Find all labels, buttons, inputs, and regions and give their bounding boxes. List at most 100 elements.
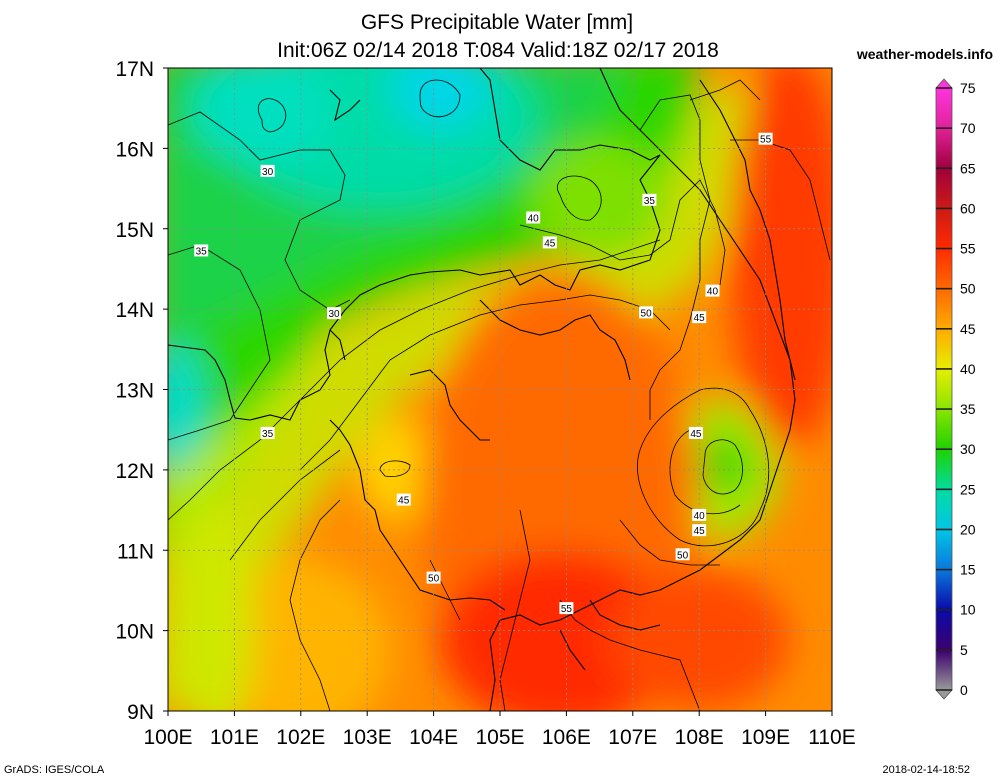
contour-label-box [526,211,541,224]
colorbar-label: 65 [960,160,976,176]
contour-label-box [327,307,341,320]
x-axis: 100E 101E 102E 103E 104E 105E 106E 107E 108E 109E… [143,711,856,749]
contour-label-box [542,236,557,249]
contour-label-box [260,426,275,439]
x-tick-label: 108E [675,726,724,749]
contour-label-box [642,193,657,206]
colorbar-label: 0 [960,682,968,698]
x-tick-label: 107E [608,726,657,749]
contour-label: 30 [327,307,341,320]
colorbar-segment [936,529,952,570]
colorbar-segment [936,449,952,490]
contour-label-text: 30 [262,167,274,178]
contour-label-text: 40 [694,511,706,522]
y-tick-label: 16N [115,138,154,161]
x-tick-label: 109E [741,726,790,749]
x-tick-label: 103E [343,726,392,749]
contour-label-box [639,306,654,319]
contour-label: 50 [675,548,690,561]
y-tick-label: 13N [115,380,154,403]
contour-label: 45 [688,426,703,440]
colorbar-label: 55 [960,241,976,257]
colorbar-label: 20 [960,521,976,537]
site-name: weather-models.info [856,46,993,62]
x-tick-label: 106E [542,726,591,749]
contour-labels: 30 30 35 35 35 40 40 40 45 45 45 45 45 50 50 50 55 55 [194,132,773,615]
footer-left: GrADS: IGES/COLA [4,764,105,776]
colorbar-label: 70 [960,120,976,136]
contour-label: 55 [559,602,574,615]
colorbar-label: 45 [960,321,976,337]
colorbar-label: 10 [960,602,976,618]
contour-label-text: 50 [641,308,653,319]
contour-label-box [692,311,707,324]
colorbar-segment [936,128,952,169]
colorbar-segment [936,328,952,369]
colorbar-bottom-arrow [935,689,953,700]
colorbar-label: 15 [960,562,976,578]
contour-label-box [758,132,773,145]
contour-label-box [692,508,707,521]
contour-label-box [260,164,275,177]
colorbar-label: 75 [960,80,976,96]
x-tick-label: 100E [143,726,192,749]
precipitable-water-field [168,68,832,711]
colorbar-segment [936,409,952,450]
colorbar-label: 30 [960,441,976,457]
contour-label-text: 35 [644,196,656,207]
contour-label-text: 55 [561,604,573,615]
y-tick-label: 10N [115,621,154,644]
x-tick-label: 110E [808,726,856,749]
contour-label-text: 40 [707,287,719,298]
contour-label-box [688,426,703,439]
contour-label-text: 45 [398,496,410,507]
contour-label-box [675,548,690,561]
contour-label-text: 50 [677,550,689,561]
x-tick-label: 104E [409,726,458,749]
colorbar-label: 50 [960,281,976,297]
contour-label-text: 45 [694,313,706,324]
y-tick-label: 12N [115,460,154,483]
colorbar-label: 25 [960,481,976,497]
contour-label: 45 [542,236,557,249]
contour-label: 35 [642,193,657,207]
y-tick-label: 15N [115,219,154,242]
colorbar-top-arrow [935,78,953,89]
colorbar-segment [936,168,952,209]
contour-label-text: 45 [694,526,706,537]
contour-label: 55 [758,132,773,146]
x-tick-label: 101E [210,726,259,749]
contour-label-text: 35 [262,429,274,440]
footer-right: 2018-02-14-18:52 [883,764,970,776]
contour-label: 45 [692,311,707,324]
contour-label-box [396,493,411,506]
y-tick-label: 17N [115,58,154,81]
colorbar-label: 40 [960,361,976,377]
contour-label: 45 [396,493,411,507]
colorbar-segment [936,88,952,129]
contour-label-text: 30 [328,309,340,320]
contour-label-text: 40 [528,213,540,224]
title-line-1: GFS Precipitable Water [mm] [361,11,633,34]
colorbar-segment [936,288,952,329]
contour-label-box [559,602,574,615]
contour-label-box [705,284,720,297]
colorbar-segment [936,609,952,650]
colorbar-segment [936,569,952,610]
contour-label: 35 [194,244,209,257]
contour-label-text: 45 [690,429,702,440]
y-tick-label: 14N [115,299,154,322]
contour-label-text: 50 [428,574,440,585]
contour-label-box [426,571,441,584]
contour-label-box [194,244,209,257]
colorbar-segment [936,208,952,249]
colorbar-segment [936,649,952,690]
contour-label: 35 [260,426,275,440]
contour-label: 40 [692,508,707,522]
colorbar-segment [936,368,952,410]
colorbar-label: 35 [960,401,976,417]
contour-label-text: 45 [544,238,556,249]
contour-label: 50 [426,571,441,585]
